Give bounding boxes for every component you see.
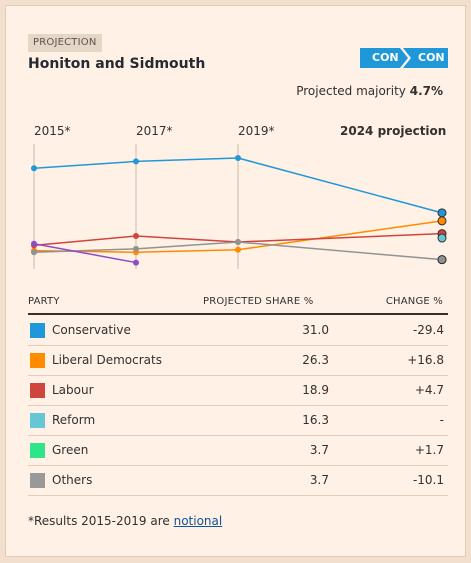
data-point	[235, 246, 241, 253]
share-change: +1.7	[414, 443, 444, 457]
projected-share: 18.9	[302, 383, 329, 397]
data-point	[133, 233, 139, 239]
data-point	[235, 239, 241, 245]
majority-label: Projected majority	[296, 84, 406, 98]
series-line	[237, 241, 443, 261]
projected-share: 26.3	[302, 353, 329, 367]
col-header-party: PARTY	[28, 296, 60, 307]
series-line	[135, 235, 239, 243]
table-row: Others 3.7 -10.1	[28, 466, 448, 496]
series-line	[33, 235, 137, 247]
series-line	[135, 248, 239, 254]
chip-to: CON	[418, 51, 445, 64]
party-name: Labour	[52, 383, 94, 397]
share-change: -	[439, 413, 444, 427]
data-point	[437, 255, 447, 265]
notional-link[interactable]: notional	[173, 514, 223, 528]
year-label-2019: 2019*	[238, 124, 275, 138]
footnote: *Results 2015-2019 are notional	[28, 514, 222, 528]
data-point	[133, 158, 139, 165]
series-line	[33, 242, 137, 264]
projected-share: 3.7	[309, 443, 329, 457]
party-name: Liberal Democrats	[52, 353, 162, 367]
share-change: +16.8	[407, 353, 444, 367]
series-line	[33, 160, 137, 170]
data-point	[437, 208, 447, 218]
table-row: Liberal Democrats 26.3 +16.8	[28, 346, 448, 376]
chip-shape	[360, 48, 448, 68]
table-row: Conservative 31.0 -29.4	[28, 316, 448, 346]
table-row: Green 3.7 +1.7	[28, 436, 448, 466]
party-color-swatch	[30, 353, 45, 368]
data-point	[31, 249, 37, 256]
projected-share: 3.7	[309, 473, 329, 487]
year-label-projection: 2024 projection	[340, 124, 447, 138]
party-color-swatch	[30, 383, 45, 398]
projection-card: PROJECTION Honiton and Sidmouth CON CON …	[5, 5, 466, 557]
series-line	[135, 157, 239, 163]
col-header-share: PROJECTED SHARE %	[203, 296, 314, 307]
series-line	[237, 157, 443, 214]
series-line	[135, 241, 239, 250]
table-header-rule	[28, 313, 448, 315]
data-point	[235, 155, 241, 161]
majority-value: 4.7%	[409, 84, 443, 98]
footnote-text: *Results 2015-2019 are	[28, 514, 174, 528]
share-change: -29.4	[412, 323, 444, 337]
chip-from: CON	[372, 51, 399, 64]
data-point	[31, 240, 37, 247]
party-color-swatch	[30, 473, 45, 488]
col-header-change: CHANGE %	[385, 296, 443, 307]
data-point	[133, 259, 139, 266]
share-change: -10.1	[412, 473, 444, 487]
table-row: Reform 16.3 -	[28, 406, 448, 436]
year-label-2017: 2017*	[136, 124, 173, 138]
data-point	[133, 245, 139, 252]
party-name: Reform	[52, 413, 96, 427]
party-color-swatch	[30, 443, 45, 458]
series-line	[33, 249, 137, 254]
party-name: Conservative	[52, 323, 131, 337]
projected-majority: Projected majority 4.7%	[296, 84, 443, 98]
party-color-swatch	[30, 413, 45, 428]
projection-tag: PROJECTION	[28, 34, 102, 52]
trend-chart	[31, 144, 447, 269]
data-point	[437, 233, 447, 243]
share-change: +4.7	[414, 383, 444, 397]
seat-change-chip: CON CON	[360, 48, 448, 68]
year-label-2015: 2015*	[34, 124, 71, 138]
constituency-title: Honiton and Sidmouth	[28, 56, 206, 72]
projected-share: 31.0	[302, 323, 329, 337]
party-name: Others	[52, 473, 93, 487]
party-name: Green	[52, 443, 89, 457]
projected-share: 16.3	[302, 413, 329, 427]
table-row: Labour 18.9 +4.7	[28, 376, 448, 406]
series-line	[237, 232, 443, 243]
series-line	[33, 248, 137, 254]
data-point	[437, 216, 447, 226]
party-color-swatch	[30, 323, 45, 338]
data-point	[31, 165, 37, 172]
